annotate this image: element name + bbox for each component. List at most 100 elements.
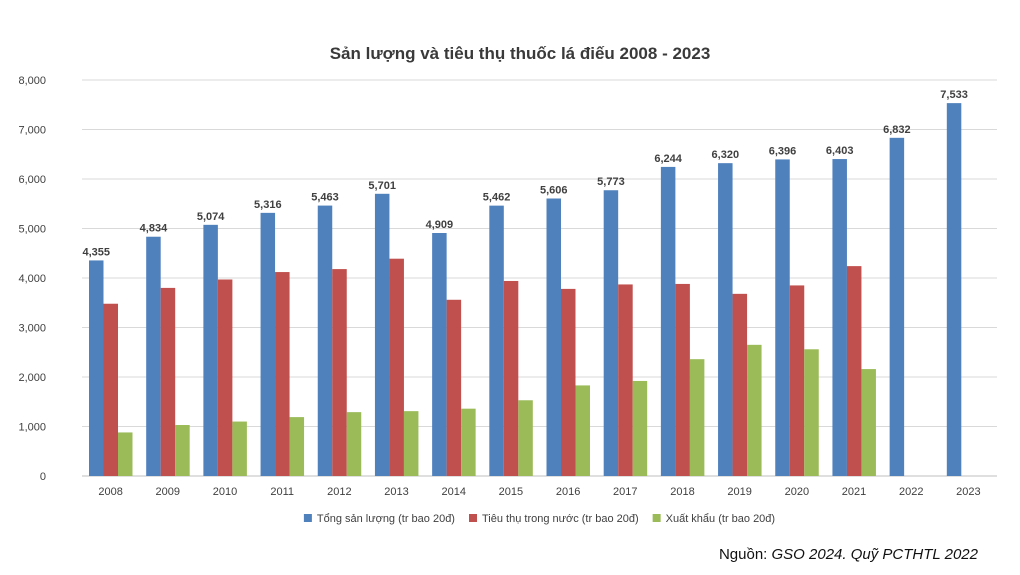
bar-labels: 4,355 4,834 5,074 5,316 5,463 5,701 4,909 5,462… (82, 89, 967, 258)
bar-series-3 (403, 411, 419, 476)
bar-series-3 (575, 385, 590, 476)
x-tick-label: 2020 (785, 486, 809, 498)
legend-item: Xuất khẩu (tr bao 20đ) (652, 513, 775, 525)
data-label: 5,463 (311, 192, 339, 204)
y-tick-label: 4,000 (18, 273, 46, 285)
data-label: 6,832 (883, 124, 911, 136)
bar-series-3 (804, 349, 819, 476)
y-axis: 0 1,000 2,000 3,000 4,000 5,000 6,000 7,000 8,00… (18, 75, 46, 483)
y-tick-label: 6,000 (18, 174, 46, 186)
bar-series-1 (203, 224, 218, 476)
data-label: 4,909 (426, 219, 454, 231)
y-tick-label: 5,000 (18, 224, 46, 236)
source-note: Nguồn: GSO 2024. Quỹ PCTHTL 2022 (719, 546, 978, 563)
legend-swatch (652, 514, 661, 522)
data-label: 5,316 (254, 199, 282, 211)
bar-series-3 (689, 359, 705, 476)
x-tick-label: 2018 (670, 486, 694, 498)
data-label: 5,773 (597, 176, 625, 188)
bar-series-3 (289, 417, 305, 476)
legend-label: Xuất khẩu (tr bao 20đ) (666, 513, 775, 525)
y-tick-label: 1,000 (18, 422, 46, 434)
x-axis: 2008 2009 2010 2011 2012 2013 2014 2015 2016 2017… (98, 486, 980, 498)
bar-series-2 (618, 284, 633, 476)
bar-series-2 (732, 293, 748, 476)
bar-series-3 (461, 408, 476, 476)
x-tick-label: 2014 (441, 486, 465, 498)
x-tick-label: 2023 (956, 486, 980, 498)
y-tick-label: 3,000 (18, 323, 46, 335)
y-tick-label: 2,000 (18, 372, 46, 384)
data-label: 5,074 (197, 211, 225, 223)
data-label: 6,403 (826, 145, 854, 157)
bar-series-2 (160, 287, 176, 476)
bar-series-2 (561, 288, 576, 476)
chart-title: Sản lượng và tiêu thụ thuốc lá điếu 2008… (330, 44, 711, 63)
x-tick-label: 2016 (556, 486, 580, 498)
data-label: 6,244 (654, 153, 682, 165)
data-label: 6,320 (712, 149, 740, 161)
bar-series-3 (518, 400, 533, 476)
bar-series-1 (946, 103, 962, 477)
bar-series-1 (146, 236, 161, 476)
bar-series-3 (346, 412, 362, 476)
bar-series-1 (889, 137, 905, 476)
bar-series-1 (546, 198, 561, 476)
source-text: GSO 2024. Quỹ PCTHTL 2022 (771, 546, 979, 563)
legend-swatch (469, 514, 477, 522)
bar-series-1 (832, 159, 847, 477)
bar-series-3 (861, 369, 876, 476)
legend-label: Tổng sản lượng (tr bao 20đ) (317, 513, 455, 525)
data-label: 4,834 (140, 223, 168, 235)
bar-series-1 (260, 212, 276, 477)
bar-series-3 (747, 344, 762, 476)
legend-item: Tổng sản lượng (tr bao 20đ) (303, 513, 455, 525)
bar-series-2 (503, 280, 519, 476)
x-tick-label: 2012 (327, 486, 351, 498)
x-tick-label: 2011 (270, 486, 294, 498)
bar-series-2 (789, 285, 805, 476)
bar-series-1 (718, 163, 733, 476)
data-label: 6,396 (769, 145, 797, 157)
bars (89, 103, 962, 477)
x-tick-label: 2008 (98, 486, 122, 498)
y-tick-label: 7,000 (18, 125, 46, 137)
bar-series-1 (660, 166, 676, 477)
x-tick-label: 2013 (384, 486, 408, 498)
bar-series-2 (846, 266, 862, 476)
bar-series-1 (775, 159, 790, 476)
bar-series-2 (675, 283, 690, 476)
x-tick-label: 2021 (842, 486, 866, 498)
bar-series-1 (374, 193, 390, 477)
source-prefix: Nguồn: (718, 546, 772, 563)
bar-series-2 (332, 269, 347, 476)
bar-series-3 (632, 380, 648, 476)
legend-swatch (303, 514, 312, 522)
bar-series-1 (603, 190, 619, 477)
x-tick-label: 2019 (727, 486, 751, 498)
data-label: 5,462 (483, 192, 511, 204)
bar-series-2 (103, 303, 118, 476)
legend: Tổng sản lượng (tr bao 20đ) Tiêu thụ tron… (303, 513, 775, 525)
x-tick-label: 2009 (156, 486, 180, 498)
bar-series-2 (275, 272, 290, 476)
x-tick-label: 2017 (613, 486, 637, 498)
bar-series-1 (89, 260, 104, 476)
data-label: 7,533 (940, 89, 968, 101)
bar-series-2 (389, 258, 404, 476)
data-label: 4,355 (82, 246, 110, 258)
bar-series-3 (232, 421, 247, 476)
x-tick-label: 2010 (213, 486, 237, 498)
bar-series-3 (175, 425, 190, 476)
bar-series-2 (446, 299, 462, 476)
y-tick-label: 8,000 (18, 75, 46, 87)
legend-item: Tiêu thụ trong nước (tr bao 20đ) (469, 513, 639, 525)
bar-series-1 (317, 205, 333, 476)
bar-series-2 (217, 279, 233, 476)
bar-series-3 (118, 432, 133, 476)
data-label: 5,701 (368, 180, 396, 192)
y-tick-label: 0 (40, 471, 46, 483)
legend-label: Tiêu thụ trong nước (tr bao 20đ) (482, 513, 639, 525)
data-label: 5,606 (540, 185, 568, 197)
